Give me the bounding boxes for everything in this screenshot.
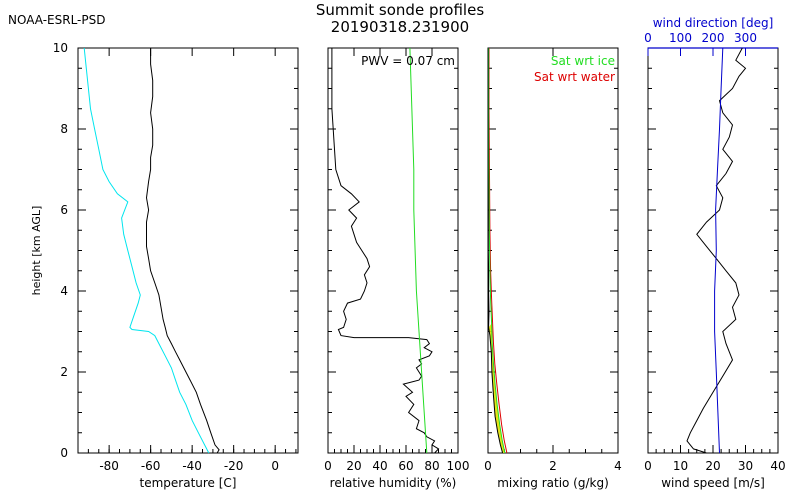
- x-axis-label: mixing ratio (g/kg): [497, 476, 609, 490]
- top-axis-tick-label: 100: [669, 31, 692, 45]
- x-axis-label: temperature [C]: [140, 476, 237, 490]
- panel-2: 0 20 40 60 80 100 relative humidity (%) PWV = 0…: [324, 47, 470, 490]
- series-rh-sat-ice: [409, 47, 428, 454]
- panel-frame: [327, 47, 459, 454]
- panel-4: 0 10 20 30 40 wind speed [m/s] 0 100 200 300wind …: [644, 16, 785, 490]
- legend-sat-ice: Sat wrt ice: [551, 54, 615, 68]
- x-axis-label: wind speed [m/s]: [661, 476, 765, 490]
- x-tick-label: 10: [673, 459, 688, 473]
- series-sat-water: [488, 48, 508, 454]
- x-tick-label: 4: [614, 459, 622, 473]
- panel-frame: [77, 47, 299, 454]
- x-tick-label: 20: [705, 459, 720, 473]
- x-tick-label: 20: [346, 459, 361, 473]
- top-axis-tick-label: 300: [734, 31, 757, 45]
- y-axis-label: height [km AGL]: [30, 206, 43, 296]
- x-tick-label: 40: [372, 459, 387, 473]
- y-tick-label: 6: [60, 203, 68, 217]
- series-mixing-ratio: [487, 48, 504, 454]
- x-tick-label: 60: [398, 459, 413, 473]
- top-axis-tick-label: 0: [644, 31, 652, 45]
- series-dewpoint: [83, 47, 210, 454]
- legend-sat-water: Sat wrt water: [534, 70, 615, 84]
- series-temperature: [145, 48, 220, 454]
- x-tick-label: -80: [99, 459, 119, 473]
- x-tick-label: 30: [738, 459, 753, 473]
- pwv-annotation: PWV = 0.07 cm: [361, 54, 455, 68]
- x-tick-label: 2: [549, 459, 557, 473]
- series-rh: [331, 48, 440, 454]
- y-tick-label: 0: [60, 446, 68, 460]
- x-tick-label: -20: [224, 459, 244, 473]
- x-tick-label: 40: [770, 459, 785, 473]
- x-tick-label: 80: [424, 459, 439, 473]
- y-tick-label: 2: [60, 365, 68, 379]
- panel-1: -80 -60 -40 -20 0 0 2 4 6 8 10 height [km AGL] tempe…: [30, 41, 299, 490]
- y-tick-label: 10: [53, 41, 68, 55]
- x-tick-label: 0: [324, 459, 332, 473]
- organization-label: NOAA-ESRL-PSD: [8, 13, 105, 27]
- figure-title: Summit sonde profiles: [316, 1, 484, 19]
- top-axis-label: wind direction [deg]: [653, 16, 774, 30]
- x-axis-label: relative humidity (%): [330, 476, 457, 490]
- panel-frame: [487, 47, 619, 454]
- x-tick-label: 100: [447, 459, 470, 473]
- y-tick-label: 4: [60, 284, 68, 298]
- x-tick-label: -60: [141, 459, 161, 473]
- series-sat-ice: [488, 48, 506, 454]
- figure-subtitle: 20190318.231900: [331, 18, 469, 36]
- y-tick-label: 8: [60, 122, 68, 136]
- x-tick-label: 0: [644, 459, 652, 473]
- series-wind-direction: [714, 47, 724, 454]
- top-axis-tick-label: 200: [702, 31, 725, 45]
- x-tick-label: 0: [271, 459, 279, 473]
- x-tick-label: 0: [484, 459, 492, 473]
- x-tick-label: -40: [182, 459, 202, 473]
- panel-3: 0 2 4 mixing ratio (g/kg) Sat wrt ice Sat wrt…: [484, 47, 622, 490]
- series-wind-speed: [686, 47, 747, 454]
